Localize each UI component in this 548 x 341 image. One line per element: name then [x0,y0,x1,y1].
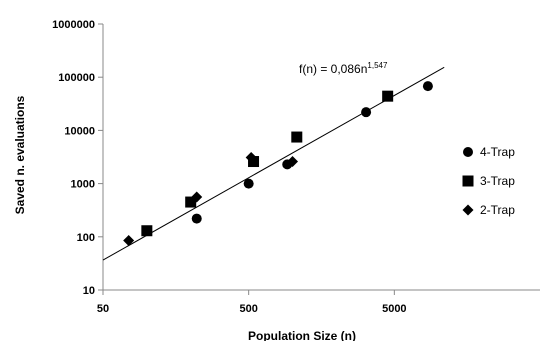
legend-marker-diamond [462,204,474,216]
legend: 4-Trap 3-Trap 2-Trap [462,145,515,217]
x-tick-label: 50 [97,303,109,315]
data-points [123,81,433,247]
x-axis-title: Population Size (n) [248,329,356,341]
data-point-square [248,156,260,168]
data-point-square [185,196,197,208]
y-tick-label: 100000 [58,72,95,84]
x-tick-label: 5000 [382,303,406,315]
data-point-circle [243,178,254,189]
y-tick-label: 10000 [64,125,95,137]
data-point-diamond [123,235,135,247]
series-4-trap [191,81,433,224]
data-point-diamond [191,191,203,203]
x-tick-label: 500 [239,303,257,315]
series-3-trap [141,90,394,237]
axes: 10 100 1000 10000 100000 1000000 50 500 5000 [52,19,540,315]
y-tick-label: 10 [83,285,95,297]
legend-label: 2-Trap [480,203,515,217]
legend-item-4-trap: 4-Trap [463,145,515,159]
legend-marker-circle [463,147,473,157]
y-axis-title: Saved n. evaluations [13,95,27,214]
data-point-circle [361,107,372,118]
data-point-square [382,90,394,102]
trendline-equation: f(n) = 0,086n1,547 [299,61,388,76]
legend-item-3-trap: 3-Trap [462,174,515,188]
legend-item-2-trap: 2-Trap [462,203,515,217]
data-point-circle [422,81,433,92]
data-point-diamond [245,151,257,163]
data-point-diamond [287,156,299,168]
y-tick-label: 100 [77,232,95,244]
legend-marker-square [462,175,474,187]
legend-label: 3-Trap [480,174,515,188]
data-point-circle [191,213,202,224]
legend-label: 4-Trap [480,145,515,159]
series-2-trap [123,151,299,247]
y-tick-label: 1000 [71,179,95,191]
data-point-square [291,131,303,143]
data-point-square [141,225,153,237]
y-tick-label: 1000000 [52,19,95,31]
